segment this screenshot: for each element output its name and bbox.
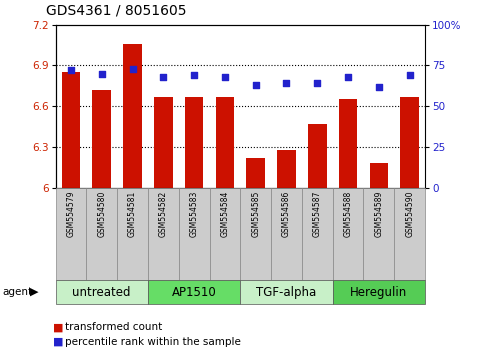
Text: GSM554581: GSM554581: [128, 190, 137, 236]
Text: GSM554583: GSM554583: [190, 190, 199, 237]
Text: GDS4361 / 8051605: GDS4361 / 8051605: [46, 4, 186, 18]
Point: [190, 73, 198, 78]
Point: [344, 74, 352, 80]
Text: GSM554582: GSM554582: [159, 190, 168, 236]
Point: [252, 82, 259, 88]
Text: AP1510: AP1510: [172, 286, 216, 298]
Text: GSM554590: GSM554590: [405, 190, 414, 237]
Bar: [277, 150, 296, 188]
Point: [375, 84, 383, 90]
Bar: [185, 97, 203, 188]
Bar: [394, 188, 425, 280]
Point: [313, 81, 321, 86]
Text: GSM554580: GSM554580: [97, 190, 106, 237]
Point: [67, 68, 75, 73]
Text: transformed count: transformed count: [65, 322, 162, 332]
Point: [406, 73, 413, 78]
Bar: [271, 188, 302, 280]
Text: GSM554585: GSM554585: [251, 190, 260, 237]
Bar: [364, 188, 394, 280]
Bar: [400, 97, 419, 188]
Text: untreated: untreated: [72, 286, 131, 298]
Text: Heregulin: Heregulin: [350, 286, 408, 298]
Text: GSM554579: GSM554579: [67, 190, 75, 237]
Text: ■: ■: [53, 322, 64, 332]
Bar: [240, 188, 271, 280]
Bar: [154, 97, 172, 188]
Text: ▶: ▶: [30, 287, 39, 297]
Text: TGF-alpha: TGF-alpha: [256, 286, 316, 298]
Text: agent: agent: [2, 287, 32, 297]
Bar: [308, 124, 327, 188]
Point: [221, 74, 229, 80]
Text: GSM554584: GSM554584: [220, 190, 229, 237]
Point: [159, 74, 167, 80]
Point: [128, 66, 136, 72]
Bar: [179, 188, 210, 280]
Bar: [117, 188, 148, 280]
Bar: [369, 163, 388, 188]
Text: GSM554587: GSM554587: [313, 190, 322, 237]
Bar: [333, 188, 364, 280]
Bar: [62, 72, 80, 188]
Bar: [56, 280, 148, 304]
Bar: [123, 44, 142, 188]
Text: percentile rank within the sample: percentile rank within the sample: [65, 337, 241, 347]
Text: GSM554586: GSM554586: [282, 190, 291, 237]
Bar: [56, 188, 86, 280]
Point: [283, 81, 290, 86]
Bar: [148, 280, 241, 304]
Bar: [339, 99, 357, 188]
Bar: [215, 97, 234, 188]
Bar: [302, 188, 333, 280]
Text: ■: ■: [53, 337, 64, 347]
Bar: [86, 188, 117, 280]
Text: GSM554588: GSM554588: [343, 190, 353, 236]
Bar: [210, 188, 240, 280]
Text: GSM554589: GSM554589: [374, 190, 384, 237]
Bar: [92, 90, 111, 188]
Bar: [240, 280, 333, 304]
Point: [98, 71, 106, 76]
Bar: [246, 158, 265, 188]
Bar: [148, 188, 179, 280]
Bar: [333, 280, 425, 304]
